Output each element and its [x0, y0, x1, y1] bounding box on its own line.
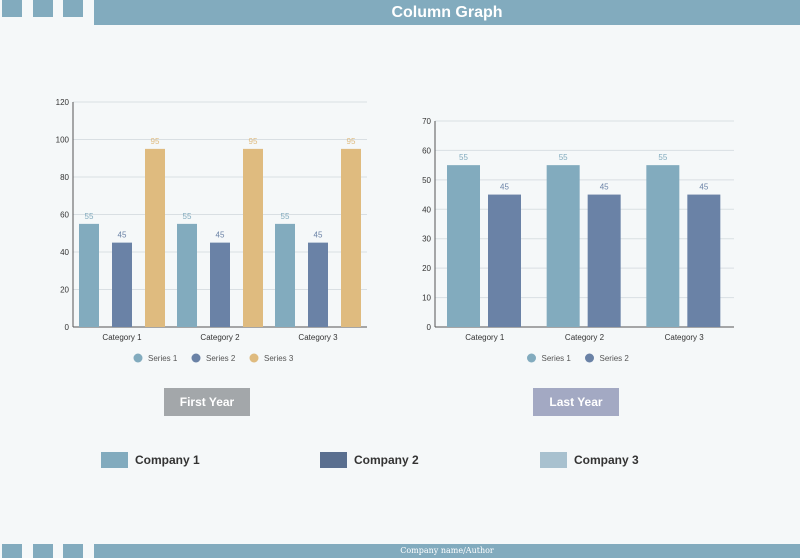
last-year-button[interactable]: Last Year [533, 388, 619, 416]
data-label: 55 [658, 153, 667, 162]
x-tick-label: Category 1 [465, 333, 505, 342]
legend-label: Series 1 [148, 354, 178, 363]
y-tick-label: 0 [65, 323, 70, 332]
y-tick-label: 30 [422, 235, 431, 244]
bar [177, 223, 197, 327]
x-tick-label: Category 1 [102, 333, 142, 342]
y-tick-label: 60 [422, 146, 431, 155]
bar [112, 242, 132, 327]
decor-square [2, 544, 22, 558]
data-label: 55 [183, 212, 192, 221]
y-tick-label: 50 [422, 176, 431, 185]
data-label: 45 [600, 183, 609, 192]
legend-label: Series 2 [600, 354, 630, 363]
bar [145, 148, 165, 327]
company-2-legend: Company 2 [320, 452, 419, 468]
company-1-label: Company 1 [135, 453, 200, 467]
bar [341, 148, 361, 327]
legend-label: Series 3 [264, 354, 294, 363]
data-label: 45 [500, 183, 509, 192]
data-label: 55 [85, 212, 94, 221]
bar [687, 194, 721, 327]
legend-marker [249, 353, 259, 363]
company-3-label: Company 3 [574, 453, 639, 467]
legend-label: Series 2 [206, 354, 236, 363]
y-tick-label: 70 [422, 117, 431, 126]
data-label: 95 [249, 137, 258, 146]
bar [79, 223, 99, 327]
data-label: 95 [151, 137, 160, 146]
decor-square [63, 0, 83, 17]
legend-marker [527, 353, 536, 363]
legend-marker [133, 353, 143, 363]
company-3-legend: Company 3 [540, 452, 639, 468]
footer-bar: Company name/Author [94, 544, 800, 558]
data-label: 45 [699, 183, 708, 192]
header-bar: Column Graph [94, 0, 800, 25]
decor-square [2, 0, 22, 17]
y-tick-label: 60 [60, 211, 69, 220]
company-3-swatch [540, 452, 567, 468]
bar [308, 242, 328, 327]
y-tick-label: 20 [422, 264, 431, 273]
y-tick-label: 80 [60, 173, 69, 182]
legend-label: Series 1 [542, 354, 572, 363]
data-label: 45 [314, 231, 323, 240]
data-label: 95 [347, 137, 356, 146]
first-year-button[interactable]: First Year [164, 388, 250, 416]
decor-square [33, 0, 53, 17]
bar [210, 242, 230, 327]
footer-author: Company name/Author [400, 546, 494, 555]
company-1-legend: Company 1 [101, 452, 200, 468]
y-tick-label: 100 [56, 136, 70, 145]
legend-marker [585, 353, 594, 363]
x-tick-label: Category 3 [298, 333, 338, 342]
bar [488, 194, 521, 327]
company-2-swatch [320, 452, 347, 468]
y-tick-label: 10 [422, 294, 431, 303]
x-tick-label: Category 3 [665, 333, 705, 342]
y-tick-label: 120 [56, 98, 70, 107]
y-tick-label: 40 [60, 248, 69, 257]
company-2-label: Company 2 [354, 453, 419, 467]
data-label: 55 [559, 153, 568, 162]
bar [243, 148, 263, 327]
legend-marker [191, 353, 201, 363]
y-tick-label: 40 [422, 205, 431, 214]
page-title: Column Graph [391, 3, 503, 21]
data-label: 55 [459, 153, 468, 162]
x-tick-label: Category 2 [565, 333, 605, 342]
company-1-swatch [101, 452, 128, 468]
first-year-column-chart: 0 20 40 60 80 100 120 55 45 95 Category 1 55 45 95 Cat… [56, 98, 367, 363]
bar [275, 223, 295, 327]
decor-square [33, 544, 53, 558]
x-tick-label: Category 2 [200, 333, 240, 342]
y-tick-label: 20 [60, 286, 69, 295]
bar [546, 165, 580, 327]
y-tick-label: 0 [427, 323, 432, 332]
last-year-column-chart: 0 10 20 30 40 50 60 70 55 45 Category 1 55 45 Categor… [422, 117, 734, 363]
data-label: 45 [216, 231, 225, 240]
data-label: 55 [281, 212, 290, 221]
bar [646, 165, 680, 327]
decor-square [63, 544, 83, 558]
bar [587, 194, 621, 327]
bar [447, 165, 480, 327]
data-label: 45 [118, 231, 127, 240]
